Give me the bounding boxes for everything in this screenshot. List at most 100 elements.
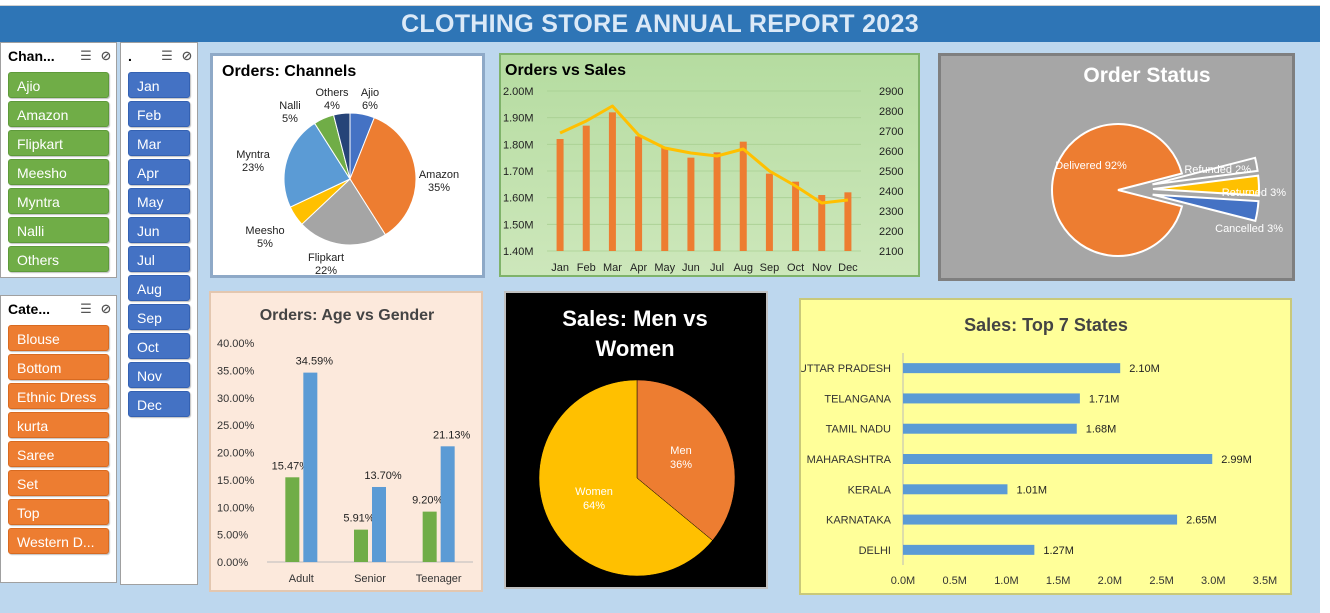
state-bar (903, 484, 1008, 495)
month-item-jan[interactable]: Jan (128, 72, 190, 98)
clear-filter-icon[interactable]: ⊘ (100, 301, 112, 316)
sales-line (559, 104, 849, 205)
category-item-kurta[interactable]: kurta (8, 412, 109, 438)
multi-select-icon[interactable]: ☰ (161, 48, 173, 63)
x-tick: Senior (354, 573, 386, 585)
slice-value-label: 22% (315, 265, 337, 276)
month-slicer-header: . ☰ ⊘ (121, 43, 197, 69)
month-item-nov[interactable]: Nov (128, 362, 190, 388)
category-slicer: Cate... ☰ ⊘ Blouse Bottom Ethnic Dress kurt… (0, 295, 117, 583)
age-gender-bar (372, 486, 386, 562)
chart-title-line1: Sales: Men vs (562, 306, 708, 331)
x-tick: 0.0M (891, 575, 915, 587)
month-item-jun[interactable]: Jun (128, 217, 190, 243)
channel-item-others[interactable]: Others (8, 246, 109, 272)
sheet-edge (1320, 0, 1330, 613)
month-item-dec[interactable]: Dec (128, 391, 190, 417)
y-tick: 10.00% (217, 502, 255, 514)
x-tick: May (654, 262, 675, 274)
y-left-tick: 2.00M (503, 86, 534, 98)
category-item-saree[interactable]: Saree (8, 441, 109, 467)
clear-filter-icon[interactable]: ⊘ (100, 48, 112, 63)
x-tick: 1.5M (1046, 575, 1070, 587)
channel-slicer: Chan... ☰ ⊘ Ajio Amazon Flipkart Meesho Mynt… (0, 42, 117, 278)
category-item-western-d[interactable]: Western D... (8, 528, 109, 554)
slice-label: Amazon (419, 169, 459, 181)
y-right-tick: 2900 (879, 86, 903, 98)
slice-label: Nalli (279, 100, 300, 112)
y-right-tick: 2600 (879, 146, 903, 158)
orders-bar (792, 181, 800, 251)
channels-chart[interactable]: Orders: Channels Ajio 6% Amazon 35% Flipkart 2… (210, 53, 485, 278)
y-tick: 25.00% (217, 420, 255, 432)
y-right-tick: 2700 (879, 126, 903, 138)
data-label: 1.71M (1089, 393, 1120, 405)
age-gender-chart[interactable]: Orders: Age vs Gender 40.00% 35.00% 30.00% 2… (209, 291, 483, 592)
orders-bar (765, 173, 773, 251)
state-bar (903, 393, 1080, 404)
y-right-tick: 2800 (879, 106, 903, 118)
category-item-bottom[interactable]: Bottom (8, 354, 109, 380)
x-tick: 0.5M (942, 575, 966, 587)
slice-label: Ajio (361, 87, 379, 99)
channel-item-amazon[interactable]: Amazon (8, 101, 109, 127)
month-item-oct[interactable]: Oct (128, 333, 190, 359)
men-women-chart[interactable]: Sales: Men vs Women Men 36% Women 64% (504, 291, 768, 589)
multi-select-icon[interactable]: ☰ (80, 48, 92, 63)
data-label: 13.70% (364, 470, 402, 482)
slice-value-label: 6% (362, 100, 378, 112)
clear-filter-icon[interactable]: ⊘ (181, 48, 193, 63)
y-tick: 15.00% (217, 475, 255, 487)
orders-bar (739, 141, 747, 251)
x-tick: 1.0M (994, 575, 1018, 587)
slice-label: Myntra (236, 149, 271, 161)
orders-bar (818, 195, 826, 251)
slice-value-label: 64% (583, 500, 605, 512)
pie-slice-returned (1152, 174, 1260, 197)
category-slicer-title: Cate... (8, 301, 51, 317)
multi-select-icon[interactable]: ☰ (80, 301, 92, 316)
orders-vs-sales-chart[interactable]: Orders vs Sales 2.00M 1.90M 1.80M 1.70M 1.60M… (499, 53, 920, 277)
channel-item-nalli[interactable]: Nalli (8, 217, 109, 243)
y-tick: TAMIL NADU (826, 424, 891, 436)
category-item-ethnic-dress[interactable]: Ethnic Dress (8, 383, 109, 409)
slice-label: Meesho (245, 225, 284, 237)
month-item-aug[interactable]: Aug (128, 275, 190, 301)
x-tick: Aug (733, 262, 753, 274)
x-tick: Teenager (416, 573, 462, 585)
y-left-tick: 1.80M (503, 139, 534, 151)
month-item-apr[interactable]: Apr (128, 159, 190, 185)
data-label: 2.10M (1129, 363, 1160, 375)
pie-slice-refunded (1152, 156, 1259, 186)
channel-item-meesho[interactable]: Meesho (8, 159, 109, 185)
x-tick: Dec (838, 262, 858, 274)
data-label: 9.20% (412, 495, 443, 507)
x-tick: 2.5M (1149, 575, 1173, 587)
x-tick: 3.5M (1253, 575, 1277, 587)
y-tick: DELHI (859, 545, 891, 557)
category-item-top[interactable]: Top (8, 499, 109, 525)
y-tick: 40.00% (217, 338, 255, 350)
channel-item-myntra[interactable]: Myntra (8, 188, 109, 214)
pie-slice-amazon (349, 116, 417, 236)
x-tick: 2.0M (1098, 575, 1122, 587)
orders-bar (687, 157, 695, 251)
month-item-jul[interactable]: Jul (128, 246, 190, 272)
order-status-chart[interactable]: Order Status Delivered 92% Refunded 2% Retu… (938, 53, 1295, 281)
category-item-blouse[interactable]: Blouse (8, 325, 109, 351)
x-tick: Apr (630, 262, 647, 274)
channel-item-flipkart[interactable]: Flipkart (8, 130, 109, 156)
orders-bar (844, 192, 852, 251)
month-item-feb[interactable]: Feb (128, 101, 190, 127)
chart-title: Orders: Age vs Gender (260, 307, 435, 324)
month-item-sep[interactable]: Sep (128, 304, 190, 330)
x-tick: Sep (760, 262, 780, 274)
category-item-set[interactable]: Set (8, 470, 109, 496)
y-left-tick: 1.40M (503, 246, 534, 258)
channel-item-ajio[interactable]: Ajio (8, 72, 109, 98)
month-item-mar[interactable]: Mar (128, 130, 190, 156)
y-right-tick: 2300 (879, 206, 903, 218)
x-tick: Jun (682, 262, 700, 274)
top-states-chart[interactable]: Sales: Top 7 States 0.0M 0.5M 1.0M 1.5M 2.0M 2… (799, 298, 1292, 595)
month-item-may[interactable]: May (128, 188, 190, 214)
